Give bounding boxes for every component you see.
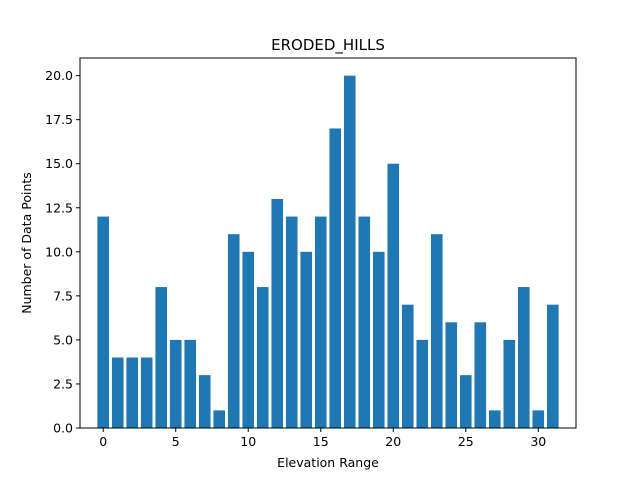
- y-tick-label: 7.5: [53, 288, 73, 303]
- bar-23: [430, 234, 443, 428]
- bar-12: [271, 198, 284, 428]
- bar-2: [126, 357, 139, 428]
- x-axis: 0 5 10 15 20 25 30: [99, 428, 546, 449]
- y-tick-label: 20.0: [45, 68, 73, 83]
- bar-13: [285, 216, 298, 428]
- bar-29: [517, 287, 530, 428]
- plot-frame: [79, 57, 577, 429]
- chart-title: ERODED_HILLS: [271, 36, 385, 55]
- bar-9: [227, 234, 240, 428]
- bar-17: [343, 75, 356, 429]
- x-tick-label: 0: [99, 434, 107, 449]
- bar-26: [474, 322, 487, 428]
- bar-16: [329, 128, 342, 429]
- bar-15: [314, 216, 327, 428]
- bar-0: [97, 216, 109, 428]
- y-tick-label: 17.5: [45, 112, 73, 127]
- x-axis-label: Elevation Range: [277, 455, 379, 470]
- y-tick-label: 10.0: [45, 244, 73, 259]
- x-tick-label: 25: [458, 434, 474, 449]
- bars-group: [97, 75, 559, 429]
- bar-5: [169, 339, 182, 428]
- x-tick-label: 30: [530, 434, 546, 449]
- y-tick-label: 5.0: [53, 332, 73, 347]
- bar-3: [140, 357, 153, 428]
- bar-6: [184, 339, 197, 428]
- bar-25: [459, 375, 472, 428]
- bar-22: [416, 339, 429, 428]
- x-tick-label: 10: [240, 434, 256, 449]
- bar-20: [387, 163, 400, 428]
- bar-30: [532, 410, 545, 428]
- bar-21: [401, 304, 414, 428]
- bar-14: [300, 251, 313, 428]
- bar-8: [213, 410, 226, 428]
- bar-11: [256, 287, 269, 428]
- bar-18: [358, 216, 371, 428]
- bar-24: [445, 322, 458, 428]
- bar-19: [372, 251, 385, 428]
- y-tick-label: 2.5: [53, 376, 73, 391]
- bar-27: [488, 410, 501, 428]
- y-tick-label: 0.0: [53, 421, 73, 436]
- bar-4: [155, 287, 168, 428]
- bar-10: [242, 251, 255, 428]
- x-tick-label: 5: [172, 434, 180, 449]
- bar-28: [503, 339, 516, 428]
- bar-7: [198, 375, 211, 428]
- y-axis-label: Number of Data Points: [19, 172, 34, 314]
- bar-1: [111, 357, 124, 428]
- bar-31: [546, 304, 559, 428]
- x-tick-label: 20: [385, 434, 401, 449]
- y-tick-label: 15.0: [45, 156, 73, 171]
- y-tick-label: 12.5: [45, 200, 73, 215]
- y-axis: 0.0 2.5 5.0 7.5 10.0 12.5 15.0 17.5 20.0: [45, 68, 80, 436]
- x-tick-label: 15: [313, 434, 329, 449]
